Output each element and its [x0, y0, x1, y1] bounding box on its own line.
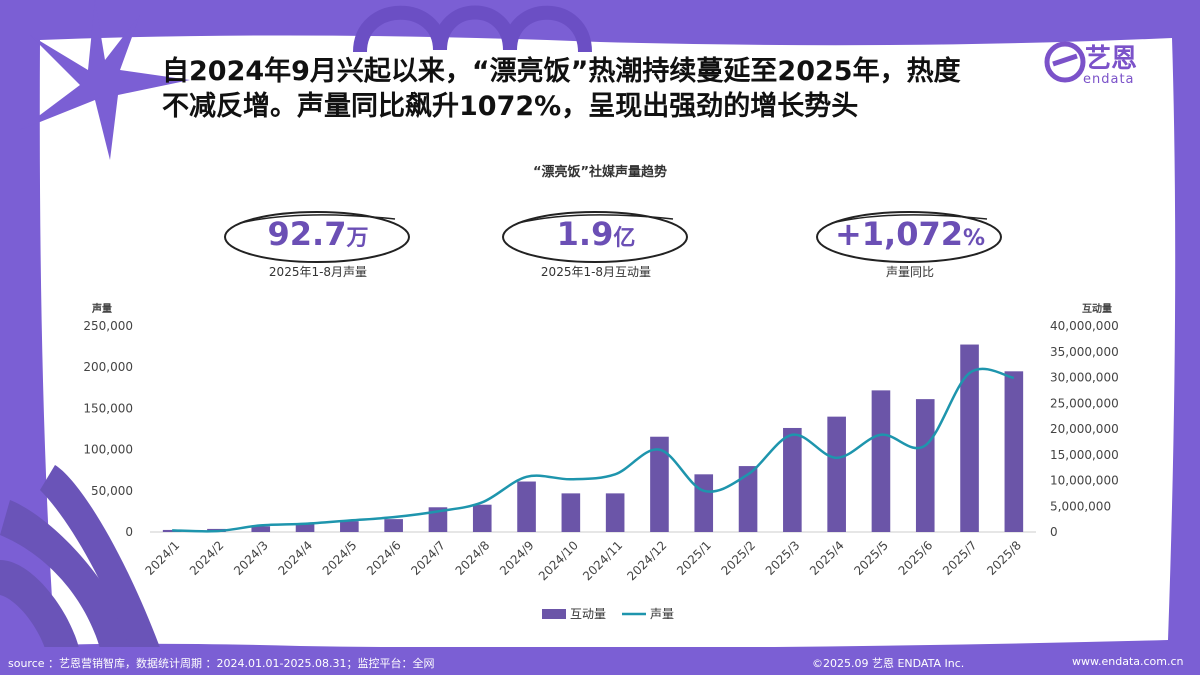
line-series-声量 [172, 367, 1015, 533]
right-tick-label: 30,000,000 [1050, 371, 1119, 385]
kpi-interaction-unit: 亿 [613, 226, 636, 251]
bar-2025/2 [738, 466, 758, 532]
kpi-yoy-label: 声量同比 [885, 265, 934, 279]
endata-logo-icon [1044, 41, 1086, 83]
right-tick-label: 15,000,000 [1050, 448, 1119, 462]
right-tick-label: 0 [1050, 525, 1058, 539]
x-tick-label: 2024/11 [580, 538, 625, 583]
bar-2024/12 [650, 436, 669, 532]
kpi-yoy-unit: % [962, 226, 986, 251]
x-tick-label: 2025/3 [763, 538, 803, 578]
left-tick-label: 100,000 [83, 443, 133, 457]
kpi-volume-value: 92.7 [267, 215, 347, 253]
x-tick-label: 2025/7 [940, 538, 980, 578]
left-tick-label: 150,000 [83, 401, 133, 415]
left-tick-label: 200,000 [83, 360, 133, 374]
bar-2025/8 [1004, 371, 1024, 532]
kpi-volume-label: 2025年1-8月声量 [268, 265, 368, 279]
bar-2024/10 [561, 493, 581, 532]
x-tick-label: 2025/5 [851, 538, 891, 578]
legend-label-bar: 互动量 [570, 607, 606, 621]
headline-line-2: 不减反增。声量同比飙升1072%，呈现出强劲的增长势头 [162, 91, 859, 122]
bar-2025/5 [871, 390, 891, 532]
paper-panel [39, 35, 1176, 649]
x-tick-label: 2024/8 [453, 538, 493, 578]
x-tick-label: 2025/2 [718, 538, 758, 578]
x-tick-label: 2024/6 [364, 538, 404, 578]
x-tick-label: 2024/3 [231, 538, 271, 578]
left-axis-title: 声量 [91, 302, 112, 315]
brand-name-cn: 艺恩 [1085, 44, 1138, 74]
bar-2024/9 [517, 481, 536, 532]
stripe-doodle-2 [0, 500, 136, 675]
kpi-yoy: +1,072% 声量同比 [810, 215, 1010, 280]
bar-2024/3 [251, 526, 271, 532]
right-tick-label: 35,000,000 [1050, 345, 1119, 359]
footer-website[interactable]: www.endata.com.cn [1072, 655, 1184, 668]
star-doodle [20, 0, 190, 160]
footer-copyright: ©2025.09 艺恩 ENDATA Inc. [812, 657, 965, 670]
bar-2024/5 [340, 521, 359, 532]
footer-source: source ：艺恩营销智库，数据统计周期 ：2024.01.01-2025.0… [8, 657, 435, 670]
kpi-interaction: 1.9亿 2025年1-8月互动量 [496, 215, 696, 280]
left-tick-label: 250,000 [83, 319, 133, 333]
kpi-interaction-label: 2025年1-8月互动量 [540, 265, 652, 279]
kpi-ring-3 [816, 211, 1002, 263]
kpi-ring-1 [224, 211, 410, 263]
bar-2025/1 [694, 474, 714, 532]
left-tick-label: 0 [125, 525, 133, 539]
right-tick-label: 5,000,000 [1050, 499, 1111, 513]
loop-doodle [353, 5, 592, 53]
left-tick-label: 50,000 [91, 484, 133, 498]
bar-2024/6 [384, 519, 403, 532]
x-tick-label: 2025/4 [807, 538, 847, 578]
bar-2025/4 [827, 416, 846, 532]
kpi-ring-2 [502, 211, 688, 263]
x-tick-label: 2024/4 [275, 538, 315, 578]
x-tick-label: 2024/7 [408, 538, 448, 578]
right-tick-label: 10,000,000 [1050, 474, 1119, 488]
bar-2025/7 [960, 344, 979, 532]
x-tick-label: 2025/1 [674, 538, 714, 578]
right-tick-label: 40,000,000 [1050, 319, 1119, 333]
x-tick-label: 2024/1 [143, 538, 183, 578]
right-tick-label: 20,000,000 [1050, 422, 1119, 436]
bar-2025/6 [915, 399, 935, 532]
stripe-doodle [0, 560, 82, 675]
headline-line-1: 自2024年9月兴起以来，“漂亮饭”热潮持续蔓延至2025年，热度 [162, 56, 961, 87]
bar-2024/7 [428, 507, 448, 532]
x-tick-label: 2024/10 [536, 538, 581, 583]
kpi-yoy-value: +1,072 [834, 215, 963, 253]
right-axis-title: 互动量 [1082, 302, 1112, 315]
bar-2024/11 [605, 493, 625, 532]
stripe-doodle-3 [40, 465, 170, 675]
chart-title: “漂亮饭”社媒声量趋势 [532, 165, 668, 180]
legend-swatch-bar [542, 609, 566, 619]
kpi-interaction-value: 1.9 [556, 215, 614, 253]
x-tick-label: 2024/5 [320, 538, 360, 578]
x-tick-label: 2024/2 [187, 538, 227, 578]
right-tick-label: 25,000,000 [1050, 396, 1119, 410]
bar-2025/3 [783, 427, 802, 532]
x-tick-label: 2025/8 [984, 538, 1024, 578]
x-tick-label: 2024/12 [624, 538, 669, 583]
x-tick-label: 2024/9 [497, 538, 537, 578]
legend-label-line: 声量 [650, 607, 674, 621]
footer-band [0, 647, 1200, 675]
headline: 自2024年9月兴起以来，“漂亮饭”热潮持续蔓延至2025年，热度 不减反增。声… [162, 54, 1062, 124]
bar-2024/8 [472, 504, 492, 532]
kpi-volume-unit: 万 [346, 226, 369, 251]
kpi-volume: 92.7万 2025年1-8月声量 [218, 215, 418, 280]
brand-name-en: endata [1083, 72, 1135, 87]
x-tick-label: 2025/6 [896, 538, 936, 578]
bar-2024/4 [295, 523, 315, 532]
